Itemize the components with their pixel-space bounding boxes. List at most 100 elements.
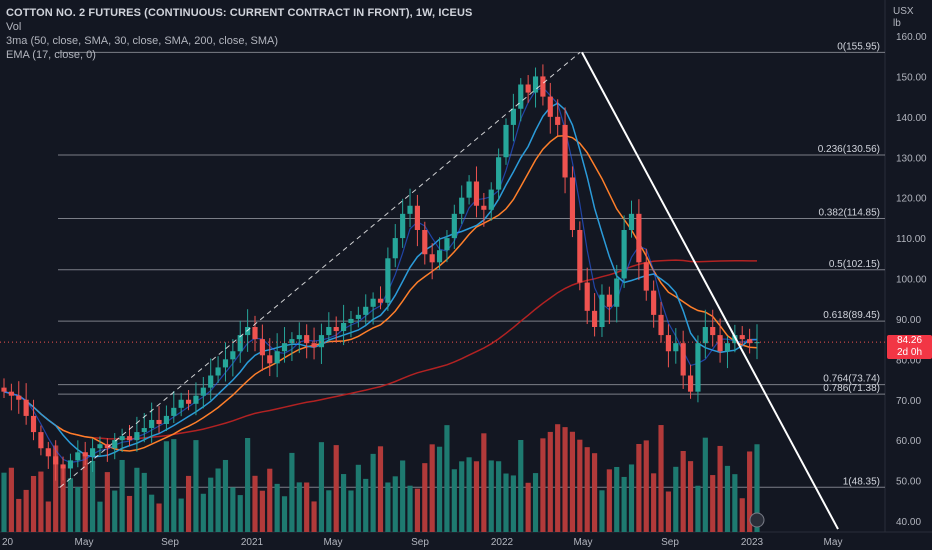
volume-bar	[341, 474, 347, 532]
volume-bar	[185, 475, 192, 532]
volume-bar	[318, 442, 325, 532]
volume-bar	[156, 503, 162, 532]
candle-body	[614, 278, 620, 307]
candle-body	[1, 387, 7, 392]
candle-body	[200, 387, 206, 396]
fib-level-label: 0.382(114.85)	[818, 207, 880, 218]
volume-bar	[673, 466, 679, 532]
chart-title: COTTON NO. 2 FUTURES (CONTINUOUS: CURREN…	[6, 7, 473, 19]
volume-bar	[680, 450, 686, 532]
candle-body	[318, 335, 325, 348]
last-price: 84.26	[896, 335, 923, 346]
volume-bar	[606, 469, 612, 532]
volume-bar	[429, 444, 435, 532]
candle-body	[695, 343, 701, 392]
candle-body	[547, 96, 553, 117]
x-tick-label: May	[574, 537, 593, 548]
volume-bar	[119, 459, 125, 532]
volume-bar	[215, 468, 221, 532]
candle-body	[341, 322, 347, 332]
candle-body	[193, 395, 199, 404]
candle-body	[392, 238, 398, 259]
volume-bar	[16, 498, 22, 532]
volume-bar	[97, 501, 103, 532]
volume-bar	[245, 438, 251, 532]
candle-body	[503, 124, 509, 158]
candle-body	[333, 327, 339, 332]
candle-body	[171, 407, 177, 416]
sma-legend[interactable]: 3ma (50, close, SMA, 30, close, SMA, 200…	[6, 35, 279, 47]
volume-bar	[739, 498, 745, 532]
volume-bar	[333, 445, 339, 532]
candle-body	[702, 327, 708, 344]
candle-body	[473, 181, 480, 206]
volume-bar	[569, 431, 576, 532]
currency-label: USX	[893, 6, 914, 17]
candle-body	[651, 290, 657, 315]
candle-body	[488, 189, 494, 210]
candle-body	[45, 448, 51, 457]
candle-body	[510, 108, 516, 125]
candle-body	[75, 452, 81, 461]
volume-bar	[296, 482, 302, 532]
candle-body	[267, 355, 273, 364]
candle-body	[717, 335, 723, 352]
volume-label[interactable]: Vol	[6, 21, 22, 33]
candle-body	[326, 327, 332, 336]
candle-body	[687, 375, 694, 392]
volume-bar	[444, 425, 450, 532]
fib-level-label: 0(155.95)	[837, 41, 880, 52]
x-tick-label: 2023	[741, 537, 764, 548]
volume-bar	[555, 424, 561, 532]
candle-body	[569, 177, 576, 230]
volume-bar	[30, 475, 37, 532]
volume-bar	[104, 472, 110, 532]
candle-body	[400, 213, 406, 239]
volume-bar	[687, 461, 694, 532]
candle-body	[156, 419, 162, 424]
candle-body	[97, 444, 103, 449]
candle-body	[149, 419, 155, 429]
volume-bar	[141, 472, 147, 532]
candle-body	[518, 84, 524, 109]
candle-body	[577, 230, 583, 283]
volume-bar	[149, 494, 155, 532]
unit-label: lb	[893, 18, 901, 29]
y-tick-label: 70.00	[896, 396, 921, 407]
candle-body	[60, 464, 66, 469]
x-tick-label: 20	[2, 537, 14, 548]
ema-legend[interactable]: EMA (17, close, 0)	[6, 49, 96, 61]
fib-level-label: 1(48.35)	[843, 476, 880, 487]
volume-bar	[732, 474, 738, 532]
volume-bar	[230, 487, 236, 532]
candle-body	[407, 205, 413, 214]
x-tick-label: Sep	[161, 537, 179, 548]
candle-body	[532, 76, 539, 93]
volume-bar	[8, 467, 14, 532]
candle-body	[178, 399, 184, 408]
candle-body	[658, 314, 664, 336]
volume-bar	[45, 501, 51, 532]
candle-body	[134, 432, 140, 441]
fib-level-label: 0.786(71.38)	[823, 383, 880, 394]
volume-bar	[547, 431, 553, 532]
candle-body	[67, 460, 74, 469]
candle-body	[8, 391, 14, 396]
volume-bar	[355, 464, 361, 532]
volume-bar	[466, 457, 472, 532]
candle-body	[370, 298, 376, 307]
volume-bar	[510, 475, 516, 532]
volume-bar	[717, 445, 723, 532]
candle-body	[754, 342, 760, 344]
candle-body	[732, 335, 738, 344]
x-tick-label: Sep	[411, 537, 429, 548]
candle-body	[252, 327, 258, 340]
volume-bar	[540, 438, 546, 532]
y-tick-label: 90.00	[896, 315, 921, 326]
volume-bar	[289, 452, 295, 532]
volume-bar	[134, 467, 140, 532]
candle-body	[222, 359, 229, 368]
candle-body	[444, 238, 450, 251]
volume-bar	[710, 475, 716, 532]
